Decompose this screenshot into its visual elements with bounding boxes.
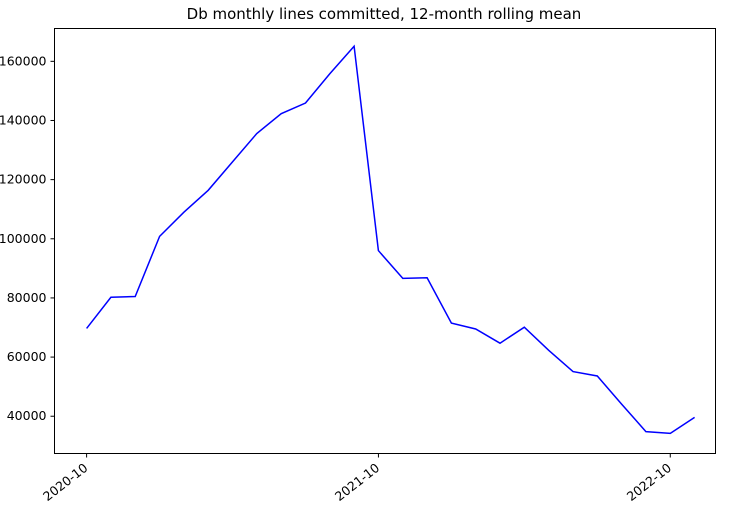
- y-tick-label: 60000: [7, 349, 47, 364]
- plot-area: [54, 28, 716, 454]
- y-axis: 40000 60000 80000 100000 120000 140000 160000: [0, 53, 55, 423]
- y-tick-label: 40000: [7, 408, 47, 423]
- y-tick-label: 160000: [0, 53, 47, 68]
- data-line: [86, 44, 696, 435]
- x-axis: 2020-10 2021-10 2022-10: [40, 453, 674, 504]
- x-tick-label: 2020-10: [40, 460, 90, 504]
- chart-title: Db monthly lines committed, 12-month rol…: [187, 5, 582, 23]
- y-tick-label: 80000: [7, 290, 47, 305]
- y-tick-label: 140000: [0, 112, 47, 127]
- y-tick-label: 120000: [0, 172, 47, 187]
- x-tick-label: 2022-10: [624, 460, 674, 504]
- x-tick-label: 2021-10: [332, 460, 382, 504]
- y-tick-label: 100000: [0, 231, 47, 246]
